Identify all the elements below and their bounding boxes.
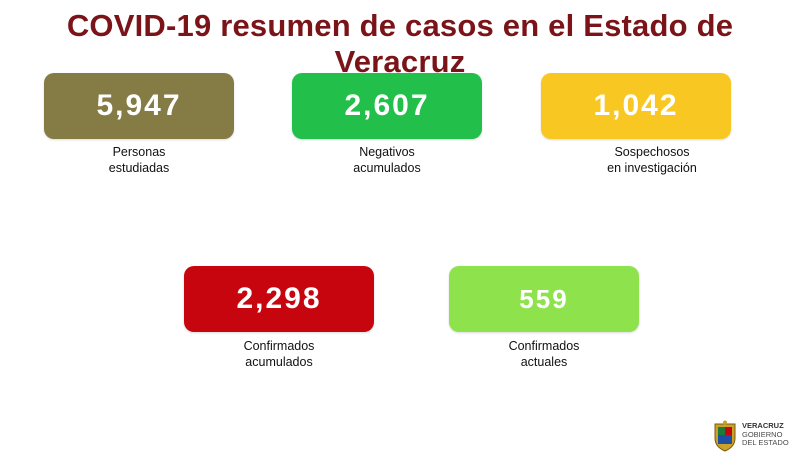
confirmados-actuales-value: 559: [519, 283, 569, 314]
confirmados-actuales-label: Confirmados actuales: [508, 339, 580, 369]
coat-of-arms-icon: [714, 420, 736, 452]
logo-text: VERACRUZ GOBIERNO DEL ESTADO: [742, 421, 789, 447]
personas-estudiadas-card: 5,947: [44, 73, 234, 139]
sospechosos-card: 1,042: [541, 73, 731, 139]
sospechosos-label: Sospechosos en investigación: [607, 145, 697, 175]
negativos-acumulados-value: 2,607: [344, 89, 430, 122]
personas-estudiadas-label: Personas estudiadas: [108, 145, 170, 175]
sospechosos-value: 1,042: [593, 89, 679, 122]
confirmados-actuales-card: 559: [449, 266, 639, 332]
confirmados-acumulados-value: 2,298: [236, 282, 322, 315]
negativos-acumulados-label: Negativos acumulados: [353, 145, 421, 175]
confirmados-acumulados-label: Confirmados acumulados: [243, 339, 315, 369]
personas-estudiadas-value: 5,947: [96, 89, 182, 122]
veracruz-gobierno-logo: VERACRUZ GOBIERNO DEL ESTADO: [712, 420, 794, 452]
negativos-acumulados-card: 2,607: [292, 73, 482, 139]
page-title: COVID-19 resumen de casos en el Estado d…: [66, 8, 734, 79]
confirmados-acumulados-card: 2,298: [184, 266, 374, 332]
